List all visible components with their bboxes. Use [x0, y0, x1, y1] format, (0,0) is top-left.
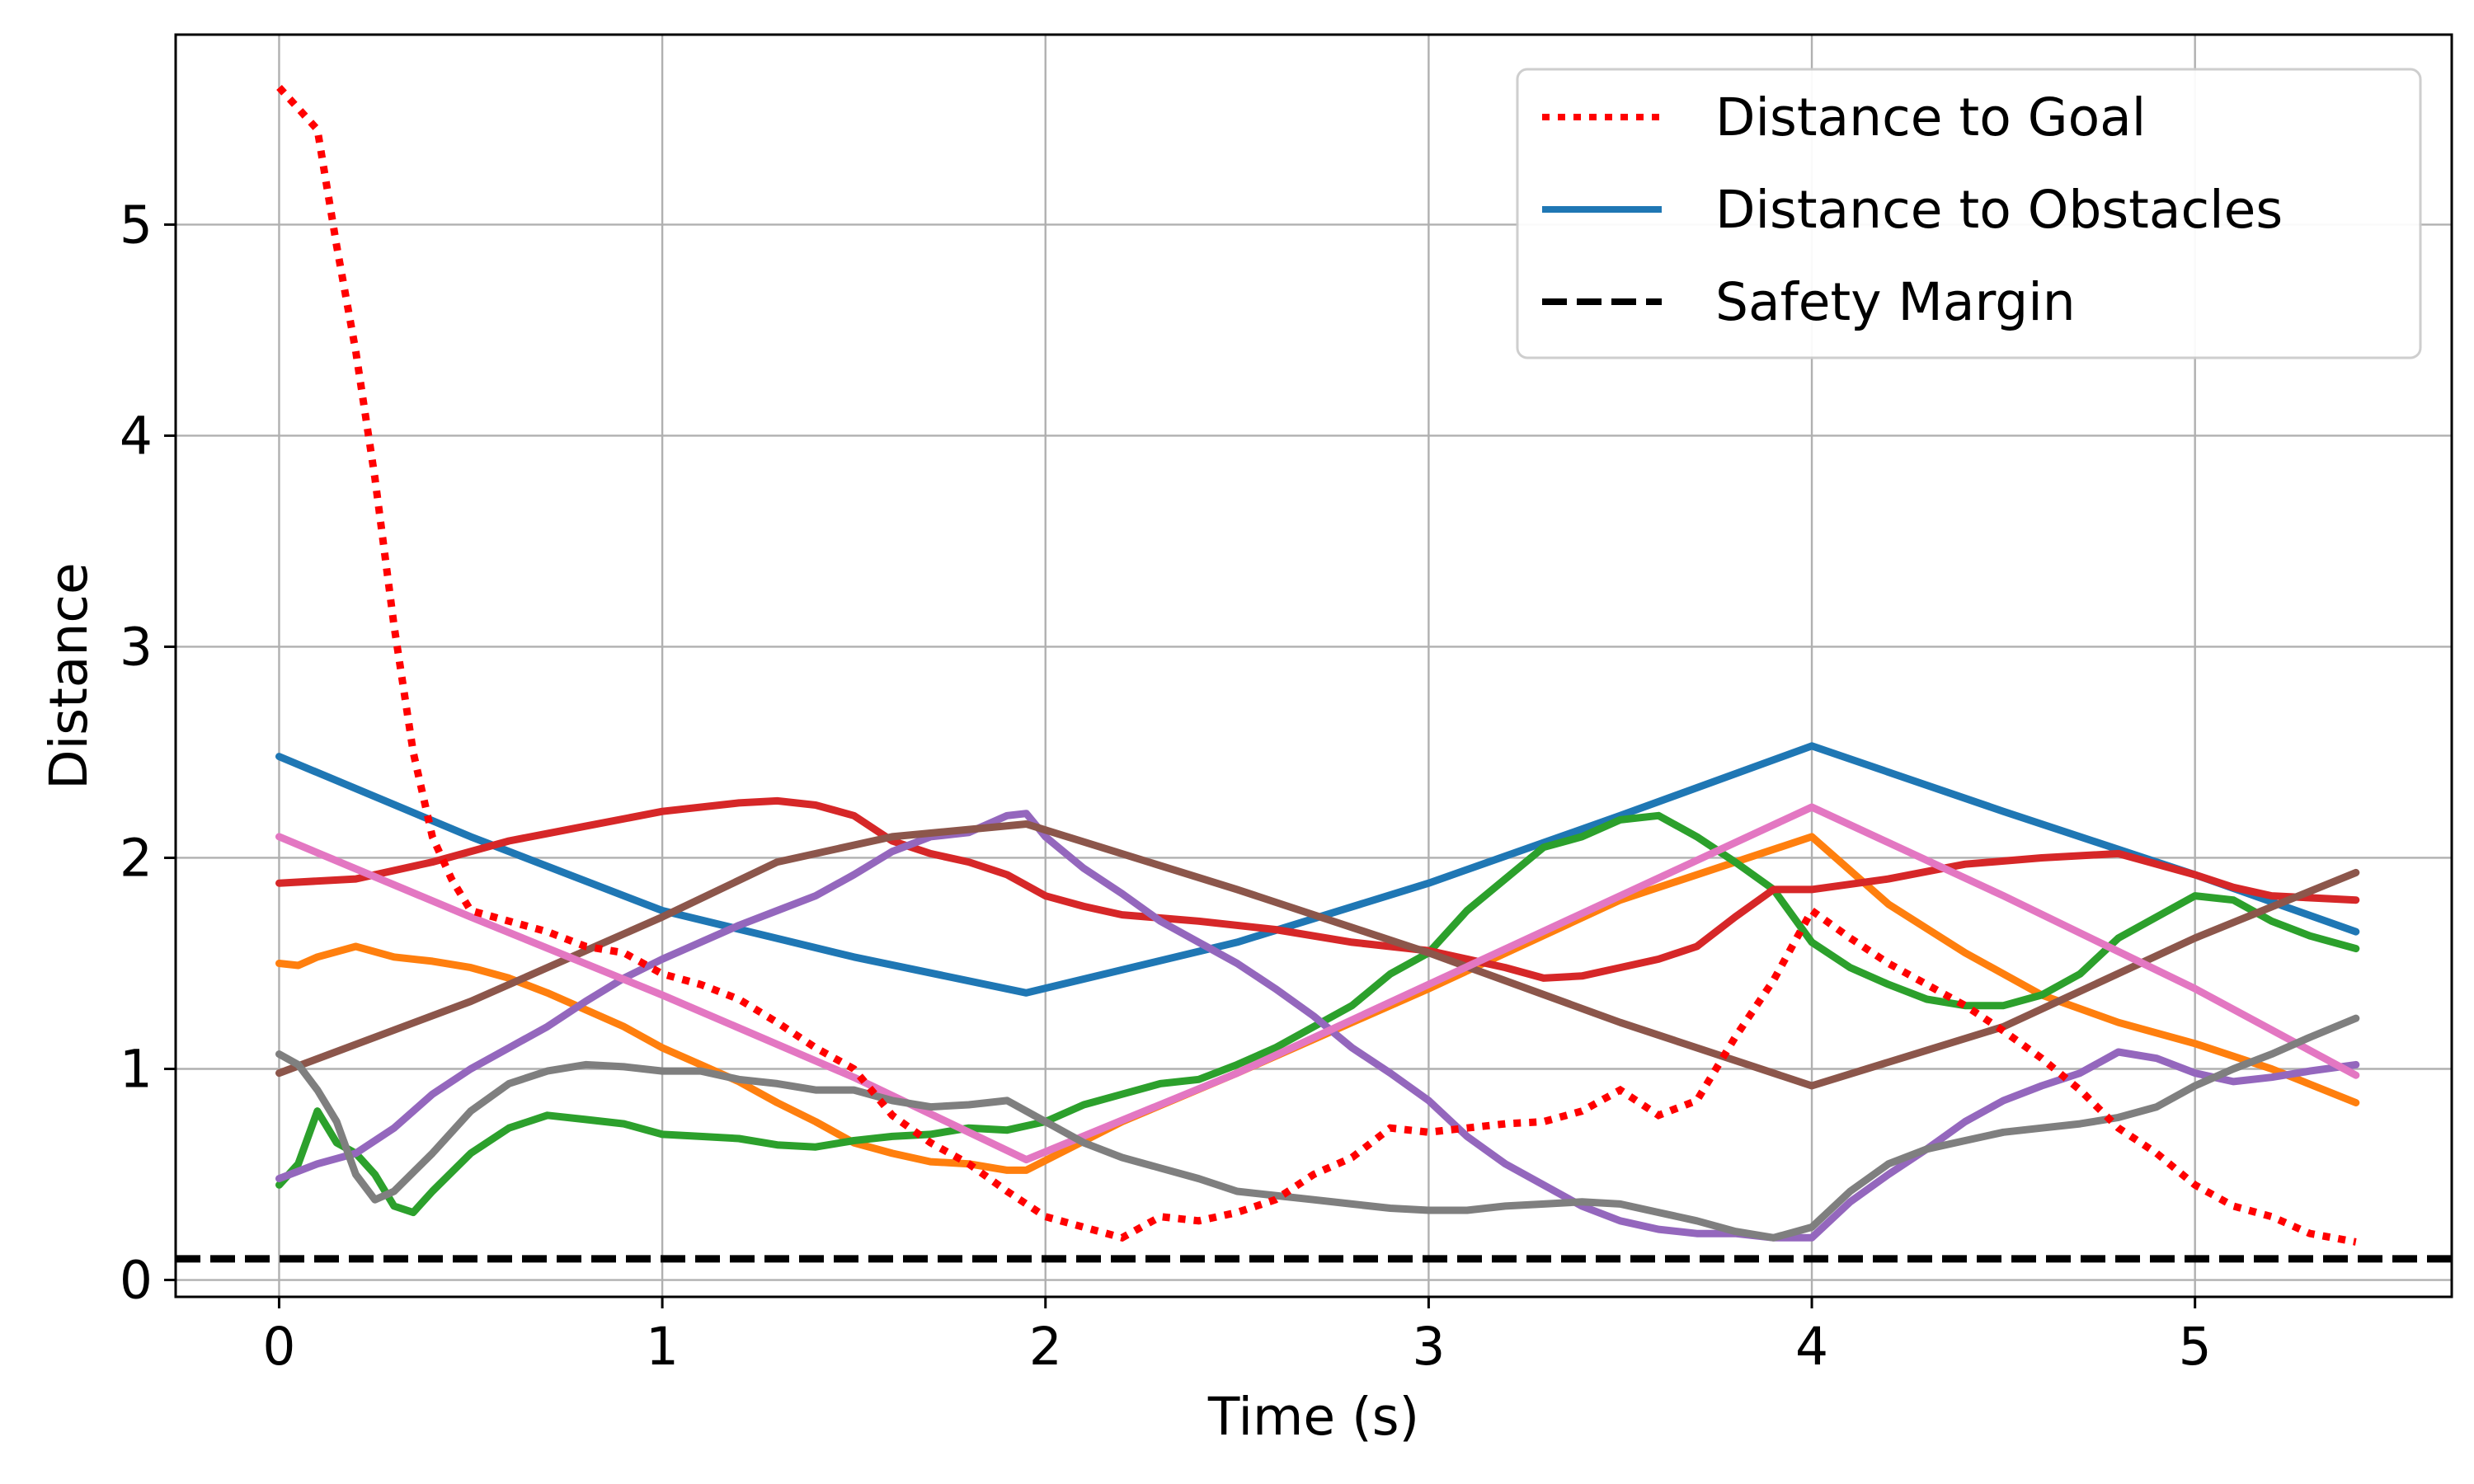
- y-tick-label: 4: [120, 406, 153, 466]
- y-tick-label: 5: [120, 195, 153, 255]
- plot-frame: [174, 33, 2453, 1298]
- x-tick-label: 5: [2179, 1317, 2212, 1377]
- series-line-8: [275, 1014, 2360, 1242]
- x-tick-label: 4: [1795, 1317, 1828, 1377]
- x-axis-label: Time (s): [1207, 1387, 1419, 1447]
- legend-label-obstacles: Distance to Obstacles: [1715, 180, 2283, 240]
- axes: [174, 33, 2453, 1298]
- series-line-3: [275, 811, 2360, 1217]
- legend-label-safety: Safety Margin: [1715, 272, 2076, 332]
- y-tick-label: 0: [120, 1251, 153, 1311]
- y-axis-label: Distance: [39, 562, 99, 789]
- legend-frame: [1516, 68, 2422, 359]
- y-tick-label: 1: [120, 1039, 153, 1099]
- x-tick-label: 3: [1412, 1317, 1445, 1377]
- series-line-2: [275, 833, 2360, 1174]
- legend-label-goal: Distance to Goal: [1715, 87, 2146, 148]
- series-line-5: [275, 810, 2360, 1242]
- goal-distance-line: [276, 84, 2357, 1246]
- y-tick-label: 2: [120, 828, 153, 888]
- legend: Distance to Goal Distance to Obstacles S…: [1516, 68, 2422, 359]
- x-tick-label: 1: [646, 1317, 679, 1377]
- y-tick-label: 3: [120, 617, 153, 677]
- series-line-1: [275, 742, 2360, 997]
- series-line-7: [275, 803, 2360, 1164]
- ticks: 0 1 2 3 4 5 0 1 2 3 4 5: [120, 195, 2212, 1377]
- series-layer: [176, 84, 2452, 1263]
- series-line-4: [275, 796, 2360, 982]
- x-tick-label: 2: [1029, 1317, 1062, 1377]
- x-tick-label: 0: [262, 1317, 295, 1377]
